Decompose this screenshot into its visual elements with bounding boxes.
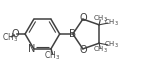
Text: O: O xyxy=(80,45,87,55)
Text: CH$_3$: CH$_3$ xyxy=(93,13,108,24)
Text: CH$_3$: CH$_3$ xyxy=(104,40,119,50)
Text: O: O xyxy=(12,29,20,39)
Text: CH$_3$: CH$_3$ xyxy=(2,32,18,44)
Text: CH$_3$: CH$_3$ xyxy=(44,49,60,62)
Text: O: O xyxy=(80,13,87,23)
Text: N: N xyxy=(28,44,36,54)
Text: CH$_3$: CH$_3$ xyxy=(104,18,119,28)
Text: B: B xyxy=(69,29,76,39)
Text: CH$_3$: CH$_3$ xyxy=(93,44,108,55)
